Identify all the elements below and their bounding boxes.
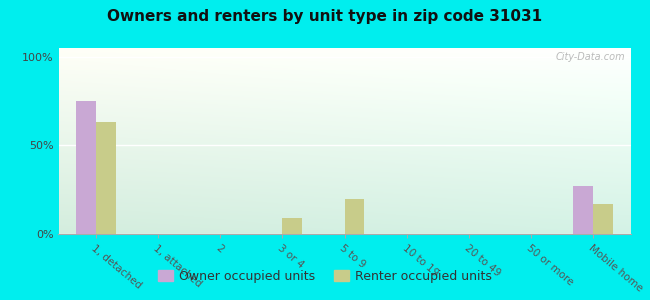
Bar [282,218,302,234]
Text: Owners and renters by unit type in zip code 31031: Owners and renters by unit type in zip c… [107,9,543,24]
Bar [344,199,365,234]
Text: City-Data.com: City-Data.com [555,52,625,62]
Legend: Owner occupied units, Renter occupied units: Owner occupied units, Renter occupied un… [153,265,497,288]
Bar [573,186,593,234]
Bar [593,204,613,234]
Bar [96,122,116,234]
Bar [76,101,96,234]
